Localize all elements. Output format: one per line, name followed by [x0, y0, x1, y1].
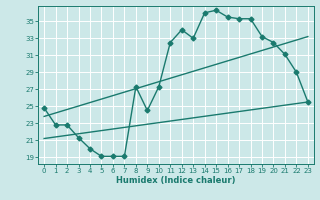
X-axis label: Humidex (Indice chaleur): Humidex (Indice chaleur): [116, 176, 236, 185]
